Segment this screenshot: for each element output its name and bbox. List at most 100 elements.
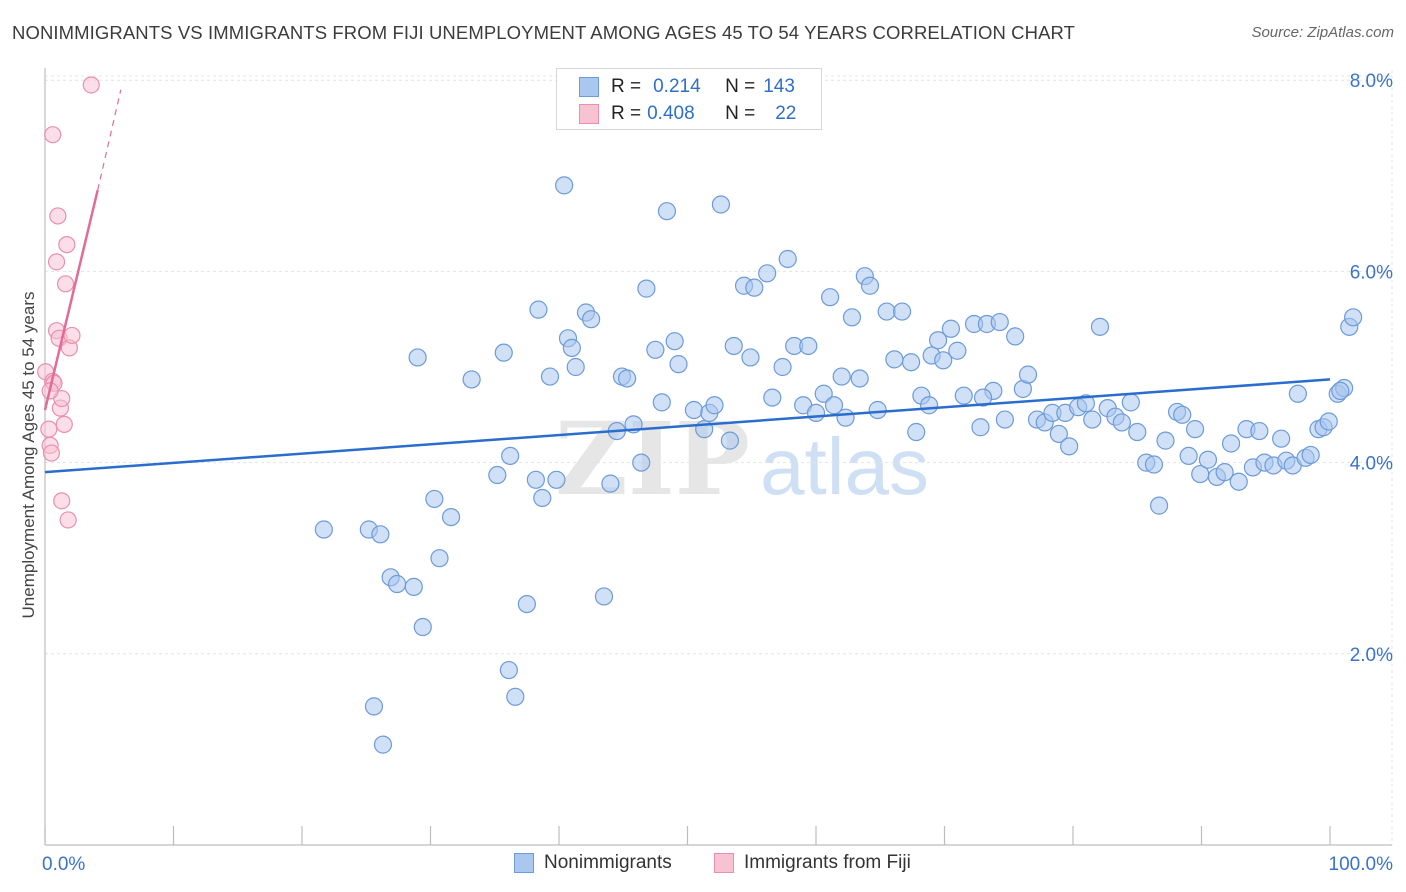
data-point-nonimmigrants	[1250, 421, 1269, 441]
data-point-nonimmigrants	[1083, 410, 1102, 429]
data-point-nonimmigrants	[758, 264, 777, 283]
data-point-nonimmigrants	[1060, 437, 1079, 456]
data-point-nonimmigrants	[1344, 308, 1363, 327]
stats-row-nonimmigrants: R = 0.214 N = 143	[579, 74, 795, 100]
stats-n-label-1: N =	[725, 76, 756, 97]
data-point-nonimmigrants	[1128, 422, 1147, 442]
data-point-nonimmigrants	[657, 202, 677, 221]
stats-r-value-1: 0.214	[653, 76, 701, 97]
data-point-nonimmigrants	[842, 308, 862, 327]
data-point-nonimmigrants	[1173, 405, 1192, 424]
data-point-fiji	[63, 326, 81, 345]
data-point-nonimmigrants	[705, 396, 724, 415]
data-point-nonimmigrants	[934, 351, 953, 370]
data-point-nonimmigrants	[364, 697, 384, 716]
data-point-nonimmigrants	[907, 422, 926, 442]
stats-r-label-2: R =	[611, 103, 642, 124]
data-point-nonimmigrants	[430, 549, 449, 568]
data-point-nonimmigrants	[601, 474, 620, 493]
data-point-nonimmigrants	[441, 507, 461, 527]
x-tick-label-min: 0.0%	[42, 854, 85, 875]
stats-n-value-2: 22	[775, 103, 797, 124]
data-point-nonimmigrants	[646, 340, 665, 359]
data-point-nonimmigrants	[1149, 496, 1169, 515]
data-point-nonimmigrants	[669, 355, 688, 374]
stats-n-value-1: 143	[763, 76, 795, 97]
source-credit: Source: ZipAtlas.com	[1251, 24, 1394, 41]
data-point-nonimmigrants	[1006, 327, 1025, 346]
data-point-nonimmigrants	[413, 617, 432, 637]
data-point-nonimmigrants	[832, 367, 851, 386]
data-point-nonimmigrants	[499, 660, 518, 680]
data-point-fiji	[49, 207, 67, 225]
data-point-nonimmigrants	[941, 319, 961, 338]
data-point-nonimmigrants	[526, 470, 545, 489]
data-point-fiji	[40, 420, 58, 438]
data-point-nonimmigrants	[821, 288, 840, 307]
data-point-fiji	[56, 275, 75, 293]
data-point-nonimmigrants	[1179, 446, 1198, 466]
data-point-nonimmigrants	[1229, 472, 1248, 491]
watermark-zip: ZIP	[555, 400, 750, 518]
watermark-atlas: atlas	[759, 422, 929, 511]
data-point-nonimmigrants	[799, 336, 818, 356]
y-tick-label: 8.0%	[1350, 71, 1393, 92]
data-point-nonimmigrants	[632, 453, 651, 472]
tick-labels: 2.0% 4.0% 6.0% 8.0% 0.0% 100.0% Unemployment A…	[19, 71, 1393, 875]
data-point-nonimmigrants	[1301, 445, 1320, 465]
data-point-nonimmigrants	[892, 302, 912, 321]
data-point-nonimmigrants	[1090, 317, 1110, 336]
legend-item-fiji[interactable]: Immigrants from Fiji	[714, 852, 911, 874]
data-point-nonimmigrants	[488, 465, 507, 485]
trend-line-nonimmigrants	[44, 378, 1331, 474]
legend-item-nonimmigrants[interactable]: Nonimmigrants	[514, 852, 672, 874]
data-point-nonimmigrants	[1076, 394, 1095, 413]
data-point-nonimmigrants	[773, 357, 792, 377]
data-point-fiji	[82, 76, 100, 94]
data-point-fiji	[42, 444, 61, 462]
series-immigrants-from-fiji	[37, 76, 100, 529]
data-point-nonimmigrants	[665, 332, 684, 351]
data-point-nonimmigrants	[836, 408, 855, 427]
x-tick-label-max: 100.0%	[1329, 854, 1394, 875]
data-point-nonimmigrants	[954, 386, 973, 405]
data-point-nonimmigrants	[529, 300, 548, 319]
data-point-nonimmigrants	[594, 587, 614, 606]
data-point-nonimmigrants	[1049, 424, 1068, 444]
data-point-nonimmigrants	[928, 331, 948, 350]
data-point-nonimmigrants	[745, 278, 764, 297]
data-point-nonimmigrants	[652, 393, 671, 412]
chart-title: NONIMMIGRANTS VS IMMIGRANTS FROM FIJI UN…	[12, 22, 1076, 43]
data-point-nonimmigrants	[711, 195, 731, 214]
stats-swatch-blue	[579, 77, 599, 97]
stats-legend: R = 0.214 N = 143 R = 0.408 N = 22	[556, 68, 822, 130]
data-point-nonimmigrants	[919, 396, 939, 415]
data-point-nonimmigrants	[741, 348, 760, 367]
data-point-nonimmigrants	[425, 489, 444, 509]
data-point-nonimmigrants	[720, 431, 740, 450]
series-nonimmigrants	[314, 176, 1363, 754]
data-point-nonimmigrants	[462, 370, 481, 389]
bottom-legend: Nonimmigrants Immigrants from Fiji	[0, 852, 1406, 876]
trend-lines	[43, 89, 1331, 474]
data-point-fiji	[55, 415, 73, 433]
data-point-nonimmigrants	[387, 574, 407, 594]
data-point-nonimmigrants	[948, 341, 967, 360]
data-point-nonimmigrants	[566, 357, 585, 377]
legend-swatch-blue	[514, 853, 534, 873]
data-point-nonimmigrants	[973, 388, 993, 407]
trend-line-fiji	[43, 189, 99, 411]
stats-row-fiji: R = 0.408 N = 22	[579, 101, 796, 127]
data-point-nonimmigrants	[806, 403, 826, 422]
data-point-nonimmigrants	[684, 400, 704, 420]
data-point-nonimmigrants	[1272, 429, 1291, 448]
data-point-nonimmigrants	[850, 369, 869, 388]
data-point-nonimmigrants	[901, 353, 921, 372]
data-point-nonimmigrants	[1185, 420, 1205, 439]
stats-r-label-1: R =	[611, 76, 642, 97]
data-point-nonimmigrants	[555, 176, 574, 195]
data-point-nonimmigrants	[637, 279, 656, 298]
y-tick-label: 6.0%	[1350, 262, 1393, 283]
legend-label-fiji: Immigrants from Fiji	[744, 852, 911, 873]
